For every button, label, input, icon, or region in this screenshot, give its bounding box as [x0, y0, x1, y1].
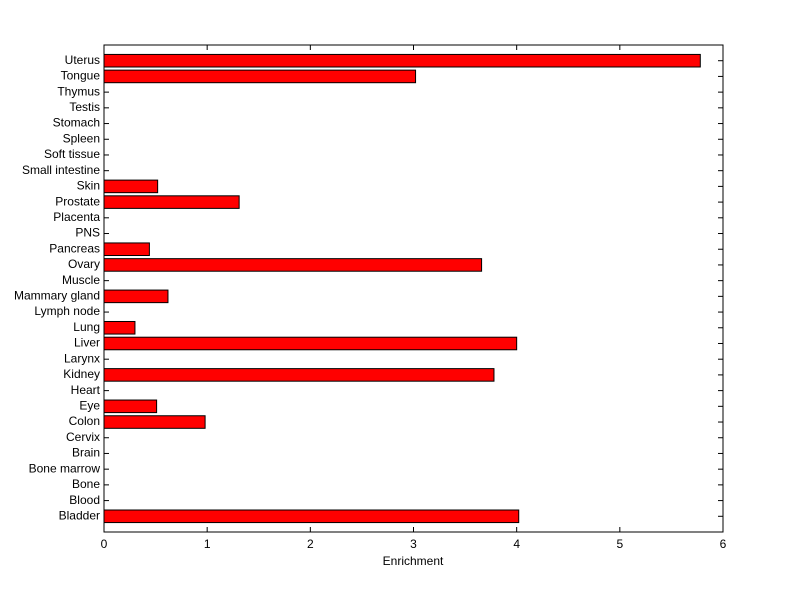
y-tick-label: Eye — [79, 398, 100, 412]
bar — [103, 368, 495, 382]
y-tick-label: Lung — [73, 320, 100, 334]
y-tick-label: Blood — [69, 493, 100, 507]
y-tick-label: Soft tissue — [44, 147, 100, 161]
bar — [103, 53, 701, 68]
y-tick-label: Mammary gland — [14, 289, 100, 303]
x-tick-label: 2 — [307, 537, 314, 551]
y-tick-label: Tongue — [61, 69, 101, 83]
bar — [103, 399, 158, 414]
bar — [103, 509, 520, 524]
bar — [103, 415, 206, 429]
bar — [103, 289, 169, 304]
y-tick-label: Bone marrow — [29, 461, 101, 475]
y-tick-label: Placenta — [53, 210, 100, 224]
y-tick-label: Muscle — [62, 273, 100, 287]
y-tick-label: PNS — [75, 226, 100, 240]
y-tick-label: Thymus — [57, 84, 100, 98]
plot-frame — [103, 44, 724, 533]
x-tick-label: 3 — [410, 537, 417, 551]
x-tick-label: 4 — [513, 537, 520, 551]
bar — [103, 195, 240, 209]
y-tick-label: Ovary — [68, 257, 100, 271]
bar — [103, 242, 150, 257]
bar — [103, 258, 483, 272]
x-tick-label: 5 — [616, 537, 623, 551]
y-tick-label: Pancreas — [49, 241, 100, 255]
y-tick-label: Spleen — [63, 131, 100, 145]
x-axis-label: Enrichment — [383, 554, 444, 568]
y-tick-label: Brain — [72, 446, 100, 460]
y-tick-label: Cervix — [66, 430, 100, 444]
bar — [103, 69, 417, 84]
y-tick-label: Colon — [69, 414, 100, 428]
bar — [103, 320, 136, 335]
x-tick-label: 1 — [204, 537, 211, 551]
y-tick-label: Bladder — [59, 508, 100, 522]
y-tick-label: Testis — [69, 100, 100, 114]
y-tick-label: Kidney — [63, 367, 100, 381]
y-tick-label: Stomach — [53, 116, 100, 130]
y-tick-label: Uterus — [65, 53, 100, 67]
x-tick-label: 0 — [101, 537, 108, 551]
y-tick-label: Liver — [74, 336, 100, 350]
bar — [103, 179, 159, 194]
y-tick-label: Heart — [71, 383, 101, 397]
bar — [103, 336, 518, 351]
y-tick-label: Prostate — [55, 194, 100, 208]
y-tick-label: Lymph node — [34, 304, 100, 318]
y-tick-label: Small intestine — [22, 163, 100, 177]
x-tick-label: 6 — [720, 537, 727, 551]
y-tick-label: Bone — [72, 477, 100, 491]
y-tick-label: Larynx — [64, 351, 100, 365]
y-tick-label: Skin — [77, 179, 100, 193]
